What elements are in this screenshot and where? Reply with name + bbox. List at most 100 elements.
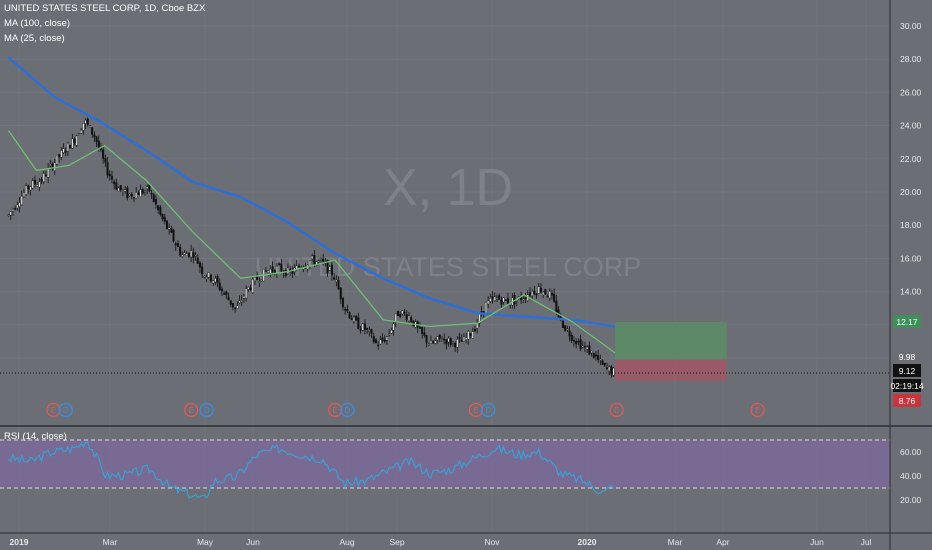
candle-body: [542, 291, 545, 296]
dividend-letter: D: [485, 406, 491, 415]
candle-body: [84, 120, 87, 124]
candle-body: [570, 334, 573, 341]
target-price-badge: 12.17: [893, 314, 921, 328]
dividend-circle: [481, 402, 496, 418]
candle-body: [269, 268, 272, 274]
time-tick-label: Nov: [484, 537, 500, 547]
candle-body: [396, 311, 399, 317]
time-tick-label: Mar: [668, 537, 683, 547]
candle-body: [471, 331, 474, 339]
dividend-marker[interactable]: D: [199, 402, 214, 418]
candle-body: [238, 300, 241, 304]
price-tick-label: 28.00: [900, 54, 922, 64]
candle-body: [47, 167, 50, 178]
candle-body: [161, 213, 164, 220]
price-tick-label: 24.00: [900, 121, 922, 131]
candle-body: [113, 181, 116, 184]
candle-body: [346, 308, 349, 312]
candle-body: [297, 265, 300, 268]
candle-body: [143, 190, 146, 193]
candle-body: [533, 291, 536, 295]
candle-body: [260, 279, 263, 282]
target-price-badge-text: 12.17: [896, 317, 918, 327]
candle-body: [489, 298, 492, 302]
candle-body: [366, 327, 369, 330]
candle-body: [330, 264, 333, 276]
dividend-marker[interactable]: D: [481, 402, 496, 418]
candle-body: [610, 366, 613, 375]
dividend-marker[interactable]: D: [58, 402, 73, 418]
candle-body: [135, 192, 138, 199]
candle-body: [190, 250, 193, 258]
candle-body: [313, 255, 316, 265]
watermark-name: UNITED STATES STEEL CORP: [255, 252, 642, 282]
ma25-line: [7, 130, 616, 354]
candle-body: [77, 133, 80, 136]
candle-body: [539, 287, 542, 293]
candle-body: [165, 220, 168, 229]
candle-body: [535, 293, 538, 296]
ma25-legend[interactable]: MA (25, close): [4, 33, 65, 44]
candle-body: [152, 194, 155, 202]
candle-body: [390, 330, 393, 334]
earnings-marker[interactable]: E: [184, 402, 199, 418]
candle-body: [579, 339, 582, 350]
earnings-letter: E: [51, 406, 56, 415]
rsi-line: [8, 441, 614, 499]
candle-body: [137, 192, 140, 195]
candle-body: [592, 353, 595, 358]
candle-body: [29, 186, 32, 191]
candle-body: [97, 140, 100, 148]
position-zones[interactable]: [0, 321, 890, 381]
earnings-marker[interactable]: E: [609, 402, 624, 418]
high-price-badge-text: 9.98: [899, 352, 916, 362]
earnings-marker[interactable]: E: [750, 402, 765, 418]
candle-body: [185, 253, 188, 256]
candle-body: [64, 151, 67, 153]
candle-body: [121, 190, 124, 192]
candle-body: [36, 184, 39, 187]
candle-body: [555, 300, 558, 313]
time-tick-label: 2020: [578, 537, 597, 547]
target-price-badge-bg: [893, 314, 921, 328]
candle-body: [601, 360, 604, 365]
price-tick-label: 26.00: [900, 87, 922, 97]
candle-body: [220, 288, 223, 292]
candle-body: [132, 197, 135, 199]
candle-body: [179, 246, 182, 256]
stop-price-badge-text: 8.76: [899, 396, 916, 406]
earnings-letter: E: [188, 406, 193, 415]
earnings-circle: [750, 402, 765, 418]
candle-body: [22, 192, 25, 197]
candle-body: [506, 298, 509, 304]
ma100-legend[interactable]: MA (100, close): [4, 18, 70, 29]
candle-body: [583, 346, 586, 348]
candle-body: [440, 340, 443, 342]
candle-body: [139, 189, 142, 197]
candle-body: [465, 337, 468, 341]
dividend-letter: D: [345, 406, 351, 415]
event-markers[interactable]: E E E E E ED D D D: [46, 402, 765, 418]
candle-body: [432, 341, 435, 344]
candle-body: [425, 335, 428, 343]
candle-body: [124, 189, 127, 192]
stop-price-badge-bg: [893, 394, 921, 407]
candle-body: [106, 162, 109, 176]
candle-body: [11, 209, 14, 212]
candle-body: [44, 174, 47, 177]
candle-body: [249, 287, 252, 290]
candle-body: [38, 181, 41, 188]
candle-body: [55, 154, 58, 165]
candle-body: [383, 339, 386, 342]
candle-body: [469, 333, 472, 336]
candle-body: [412, 320, 415, 327]
rsi-legend[interactable]: RSI (14, close): [4, 431, 67, 442]
candle-body: [421, 326, 424, 334]
candle-body: [108, 174, 111, 177]
dividend-marker[interactable]: D: [340, 402, 355, 418]
time-axis: 2019 Mar May Jun Aug Sep Nov 2020 Mar Apr Jun Jul: [10, 537, 872, 547]
watermark-symbol: X, 1D: [383, 159, 513, 217]
candle-body: [66, 142, 69, 152]
candle-body: [223, 293, 226, 295]
